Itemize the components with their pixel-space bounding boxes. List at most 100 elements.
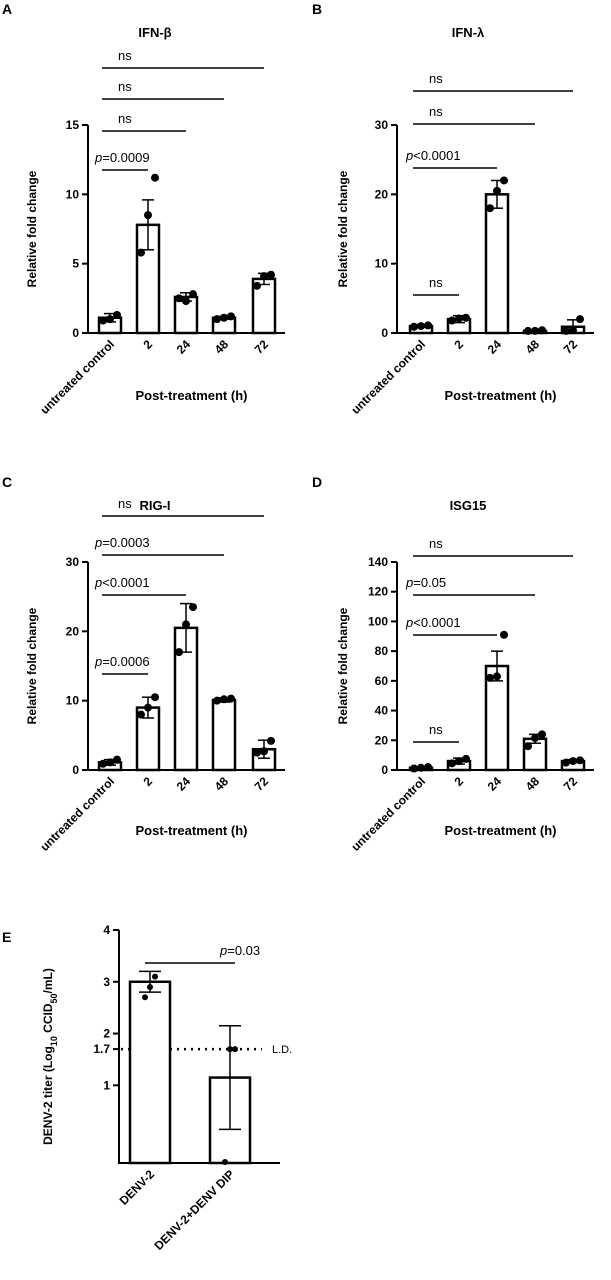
x-tick-label: 24 <box>174 337 194 357</box>
data-point <box>113 310 121 319</box>
comparison-label: ns <box>429 104 443 119</box>
data-point <box>500 176 508 185</box>
x-tick-label: DENV-2 <box>117 1167 158 1208</box>
panel-e: E 1 1.72 3 4 DENV-2 titer (Log10 CCID50/mL) L.… <box>2 923 292 1253</box>
data-point <box>175 648 183 657</box>
x-tick-label: 72 <box>561 337 581 357</box>
data-point <box>227 312 235 321</box>
bar <box>128 980 172 1165</box>
data-point <box>448 759 456 768</box>
comparison-value: =0.03 <box>227 943 260 958</box>
y-tick-label: 80 <box>375 644 389 658</box>
data-point <box>227 694 235 703</box>
data-point <box>137 710 145 719</box>
comparison-value: =0.05 <box>413 575 446 590</box>
data-point <box>424 321 432 330</box>
y-tick-label: 0 <box>381 763 388 777</box>
data-point <box>213 696 221 705</box>
comparison-label: p<0.0001 <box>94 575 150 590</box>
comparison-value: =0.0006 <box>102 654 149 669</box>
comparison-value: ns <box>429 722 443 737</box>
comparison-value: ns <box>118 496 132 511</box>
x-axis-label: Post-treatment (h) <box>445 388 557 403</box>
comparison-value: ns <box>118 79 132 94</box>
comparison-value: =0.0003 <box>102 535 149 550</box>
comparison-value: =0.0009 <box>102 150 149 165</box>
data-point <box>137 248 145 257</box>
data-point <box>410 764 418 773</box>
chart-title: RIG-I <box>139 498 170 513</box>
data-point <box>569 757 577 766</box>
data-point <box>417 322 425 331</box>
x-tick-label: untreated control <box>348 337 428 417</box>
x-axis-label: Post-treatment (h) <box>136 823 248 838</box>
y-tick-label: 10 <box>66 187 80 201</box>
comparison-label: ns <box>429 722 443 737</box>
bar <box>211 698 237 772</box>
x-tick-label: 48 <box>523 774 543 794</box>
comparison-label: ns <box>118 496 132 511</box>
data-point <box>213 315 221 324</box>
panel-c: C RIG-I 0 10 20 30 Relative fold change Post-tr… <box>2 474 285 854</box>
panel-letter: A <box>2 1 12 17</box>
x-axis-label: Post-treatment (h) <box>136 388 248 403</box>
comparison-label: ns <box>118 79 132 94</box>
y-axis-label: DENV-2 titer (Log10 CCID50/mL) <box>41 968 59 1145</box>
comparison-label: p=0.0006 <box>94 654 150 669</box>
p-symbol: p <box>94 575 102 590</box>
y-tick-label: 20 <box>375 733 389 747</box>
comparison-value: ns <box>429 536 443 551</box>
data-point <box>220 695 228 704</box>
comparison-label: p=0.0009 <box>94 150 150 165</box>
x-tick-label: 48 <box>212 774 232 794</box>
y-axis-label-part: 50 <box>49 993 59 1003</box>
chart-title: ISG15 <box>450 498 487 513</box>
data-point <box>142 994 148 1001</box>
p-symbol: p <box>405 148 413 163</box>
data-point <box>455 757 463 766</box>
data-point <box>562 326 570 335</box>
data-point <box>486 204 494 213</box>
data-point <box>222 1159 228 1165</box>
data-point <box>253 748 261 757</box>
y-tick-label: 20 <box>66 624 80 638</box>
p-symbol: p <box>405 615 413 630</box>
x-tick-label: 2 <box>451 337 466 352</box>
data-point <box>175 294 183 303</box>
panel-d: D ISG15 0 20 40 60 80 100 120 140 Relative fold ch… <box>312 474 594 854</box>
data-point <box>486 673 494 682</box>
y-axis-label-part: /mL) <box>41 968 55 993</box>
x-tick-label: 24 <box>485 774 505 794</box>
y-tick-label: 5 <box>72 257 79 271</box>
panel-letter: E <box>2 929 11 945</box>
y-tick-label: 15 <box>66 118 80 132</box>
data-point <box>576 315 584 324</box>
data-point <box>182 297 190 306</box>
data-point <box>144 703 152 712</box>
p-symbol: p <box>94 535 102 550</box>
x-tick-label: 2 <box>451 774 466 789</box>
panel-letter: C <box>2 474 12 490</box>
comparison-label: ns <box>429 536 443 551</box>
comparison-label: ns <box>118 111 132 126</box>
data-point <box>538 326 546 335</box>
data-point <box>227 1046 233 1053</box>
data-point <box>106 758 114 767</box>
y-tick-label: 20 <box>375 187 389 201</box>
chart-title: IFN-β <box>138 25 171 40</box>
x-tick-label: 48 <box>212 337 232 357</box>
data-point <box>500 630 508 639</box>
data-point <box>260 272 268 281</box>
detection-limit-label: L.D. <box>272 1044 292 1056</box>
x-tick-label: 2 <box>140 774 155 789</box>
y-tick-label: 30 <box>375 118 389 132</box>
data-point <box>189 290 197 299</box>
data-point <box>189 603 197 612</box>
data-point <box>220 313 228 322</box>
data-point <box>462 313 470 322</box>
panel-letter: D <box>312 474 322 490</box>
y-tick-label: 0 <box>381 326 388 340</box>
data-point <box>99 759 107 768</box>
y-axis-label: Relative fold change <box>336 607 350 724</box>
